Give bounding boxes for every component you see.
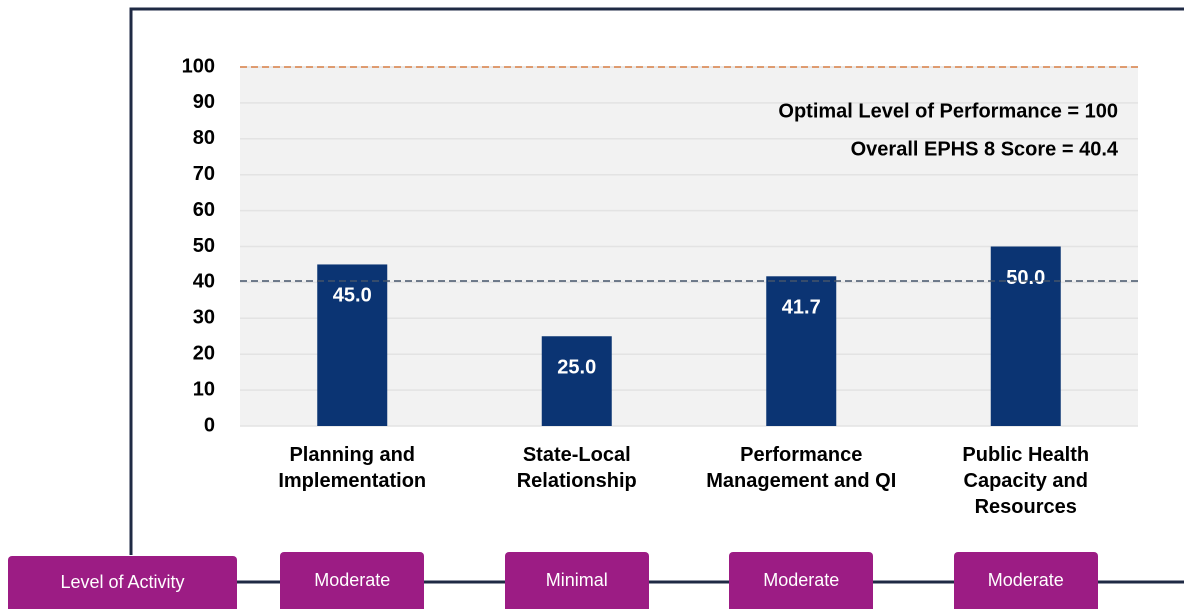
bar [317, 264, 388, 426]
bar [990, 246, 1061, 426]
y-tick-label: 60 [193, 199, 215, 221]
activity-level: Moderate [729, 552, 874, 609]
activity-level: Moderate [953, 552, 1098, 609]
x-tick-label: Planning and Implementation [278, 444, 427, 492]
y-tick-label: 20 [193, 342, 215, 364]
y-tick-label: 90 [193, 91, 215, 113]
value-label: 25.0 [557, 357, 596, 379]
y-tick-label: 80 [193, 127, 215, 149]
value-label: 41.7 [782, 297, 821, 319]
activity-level: Moderate [280, 552, 425, 609]
x-tick-label: Performance Management and QI [706, 444, 897, 492]
annotation: Optimal Level of Performance = 100 [778, 100, 1118, 122]
y-tick-label: 100 [182, 55, 215, 77]
annotation: Overall EPHS 8 Score = 40.4 [851, 138, 1119, 160]
y-tick-label: 70 [193, 163, 215, 185]
frame [129, 7, 1184, 555]
y-tick-label: 0 [204, 414, 215, 436]
activity-level: Minimal [504, 552, 649, 609]
bar [766, 276, 837, 426]
y-tick-label: 30 [193, 307, 215, 329]
y-tick-label: 50 [193, 235, 215, 257]
value-label: 50.0 [1006, 267, 1045, 289]
activity-label: Level of Activity [8, 556, 237, 609]
y-tick-label: 10 [193, 378, 215, 400]
x-tick-label: Public Health Capacity and Resources [962, 444, 1090, 518]
x-tick-label: State-Local Relationship [516, 444, 637, 492]
bar [541, 336, 612, 426]
y-tick-label: 40 [193, 271, 215, 293]
value-label: 45.0 [333, 285, 372, 307]
